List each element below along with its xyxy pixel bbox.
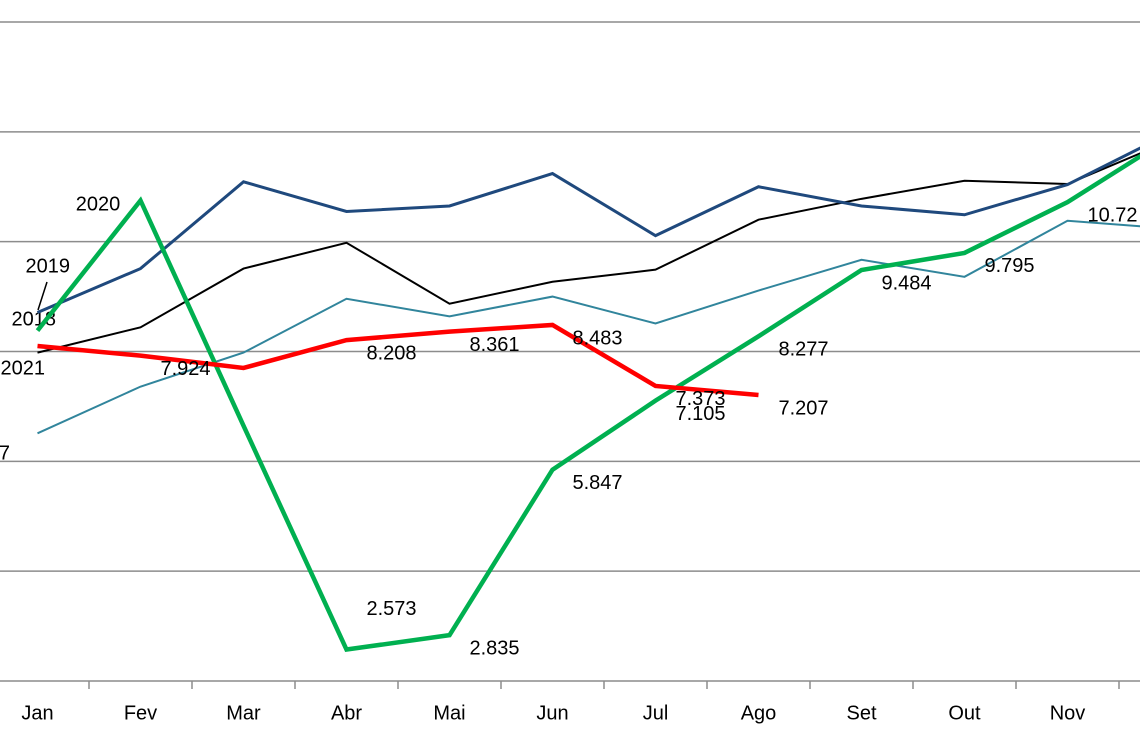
x-tick-label: Nov <box>1050 702 1086 724</box>
data-label: 2.835 <box>470 637 520 659</box>
x-tick-label: Jul <box>643 702 669 724</box>
data-label: 7.924 <box>161 358 211 380</box>
x-tick-label: Mai <box>433 702 465 724</box>
series-name-label: 2017 <box>0 442 10 464</box>
data-label: 10.72 <box>1088 204 1138 226</box>
series-name-label: 2019 <box>26 255 71 277</box>
series-name-label: 2020 <box>76 193 121 215</box>
series-line <box>37 219 1140 435</box>
leader-line <box>37 281 48 311</box>
x-tick-label: Jan <box>21 702 53 724</box>
series-name-label: 2021 <box>1 357 46 379</box>
data-label: 8.361 <box>470 334 520 356</box>
data-label: 7.207 <box>779 397 829 419</box>
x-tick-label: Fev <box>124 702 157 724</box>
data-label: 8.483 <box>573 327 623 349</box>
x-tick-label: Set <box>846 702 876 724</box>
x-tick-label: Out <box>948 702 981 724</box>
x-tick-label: Ago <box>741 702 777 724</box>
x-tick-label: Mar <box>226 702 261 724</box>
x-tick-label: Jun <box>536 702 568 724</box>
data-label: 9.795 <box>985 255 1035 277</box>
series-line <box>37 152 1140 354</box>
data-label: 7.373 <box>676 388 726 410</box>
series-line <box>37 322 759 398</box>
data-label: 8.208 <box>367 342 417 364</box>
x-tick-label: Abr <box>331 702 362 724</box>
data-label: 8.277 <box>779 339 829 361</box>
data-label: 7.105 <box>676 403 726 425</box>
series-line <box>35 153 1140 652</box>
data-label: 2.573 <box>367 598 417 620</box>
data-label: 9.484 <box>882 272 932 294</box>
series-line <box>36 146 1140 314</box>
data-label: 5.847 <box>573 472 623 494</box>
